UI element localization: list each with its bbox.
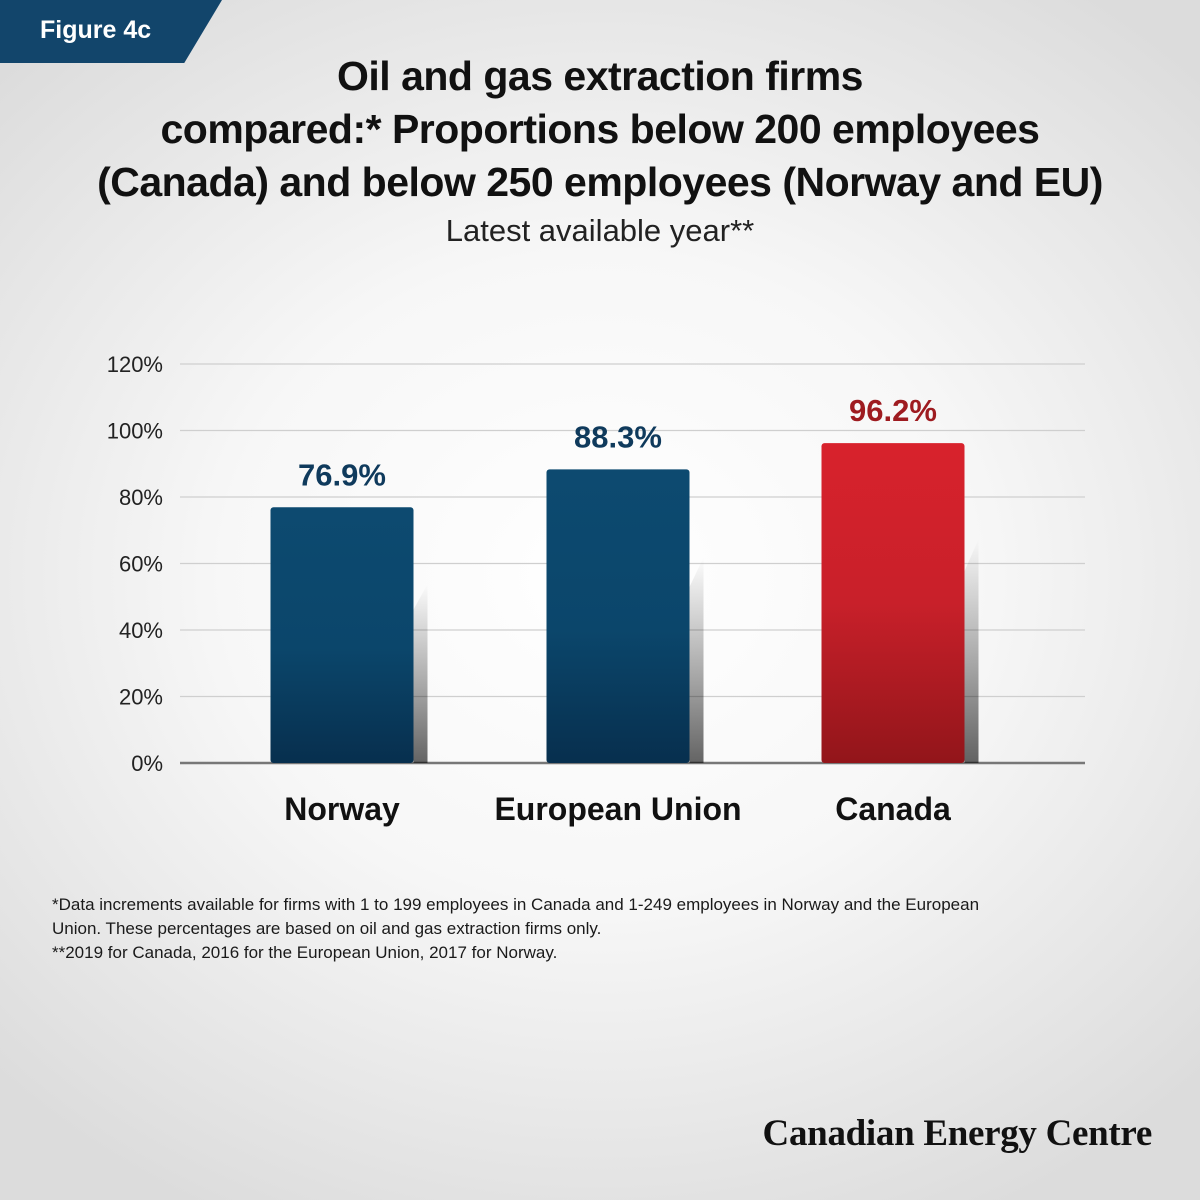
bar-european-union xyxy=(546,469,690,763)
chart-subtitle: Latest available year** xyxy=(445,213,755,248)
y-tick-label: 20% xyxy=(119,685,163,710)
y-tick-label: 100% xyxy=(107,419,163,444)
x-axis-labels: Norway European Union Canada xyxy=(284,791,951,827)
bars: 76.9% 88.3% 96.2% xyxy=(270,393,979,763)
y-tick-label: 80% xyxy=(119,485,163,510)
figure-label-tab: Figure 4c xyxy=(0,0,222,63)
figure-label: Figure 4c xyxy=(40,16,152,44)
data-label: 96.2% xyxy=(849,393,937,428)
bar-canada xyxy=(821,443,965,763)
bar-norway xyxy=(270,507,414,763)
title-line-1: Oil and gas extraction firms xyxy=(337,53,864,99)
x-category-label: European Union xyxy=(494,791,741,827)
bar-shadow xyxy=(689,557,704,763)
y-axis-ticks: 0% 20% 40% 60% 80% 100% 120% xyxy=(107,352,163,776)
x-category-label: Norway xyxy=(284,791,400,827)
brand-logo-text: Canadian Energy Centre xyxy=(762,1113,1153,1154)
y-tick-label: 40% xyxy=(119,618,163,643)
bar-shadow xyxy=(964,539,979,763)
data-label: 76.9% xyxy=(298,457,386,492)
y-tick-label: 0% xyxy=(131,751,163,776)
footnotes: *Data increments available for firms wit… xyxy=(52,893,1012,965)
y-tick-label: 120% xyxy=(107,352,163,377)
bar-shadow xyxy=(413,584,428,763)
bar-chart: 0% 20% 40% 60% 80% 100% 120% 76.9% 88.3% 96.2% N… xyxy=(107,352,1085,827)
chart-title: Oil and gas extraction firms compared:* … xyxy=(30,50,1170,209)
footnote-2: **2019 for Canada, 2016 for the European… xyxy=(52,943,558,962)
data-label: 88.3% xyxy=(574,419,662,454)
title-line-3: (Canada) and below 250 employees (Norway… xyxy=(97,159,1103,205)
y-tick-label: 60% xyxy=(119,552,163,577)
x-category-label: Canada xyxy=(835,791,951,827)
title-line-2: compared:* Proportions below 200 employe… xyxy=(160,106,1040,152)
footnote-1: *Data increments available for firms wit… xyxy=(52,895,980,938)
